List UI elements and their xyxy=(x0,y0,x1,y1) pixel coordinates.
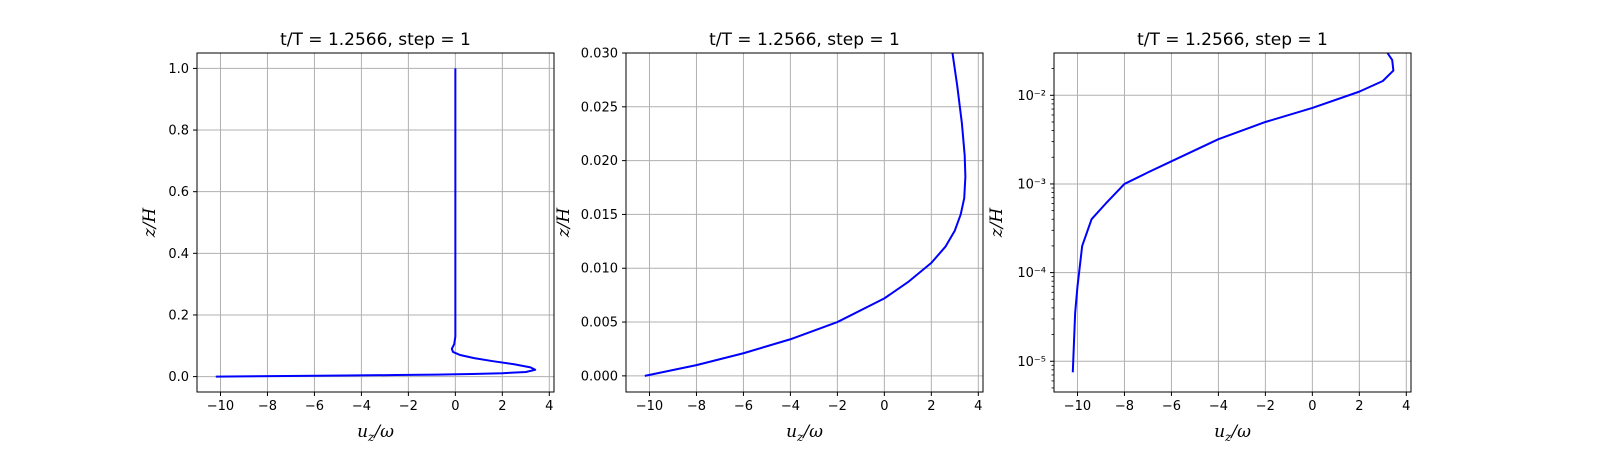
y-tick-label: 1.0 xyxy=(168,62,189,77)
y-tick-label: 0.015 xyxy=(581,208,618,223)
y-axis-label: z/H xyxy=(554,207,574,239)
x-tick-label: −6 xyxy=(1162,399,1181,414)
x-tick-label: −10 xyxy=(207,399,234,414)
x-tick-label: 2 xyxy=(927,399,935,414)
x-tick-label: 0 xyxy=(451,399,459,414)
axes-frame xyxy=(196,52,555,393)
y-axis-label: z/H xyxy=(140,207,160,239)
y-tick-label: 10⁻⁴ xyxy=(1017,266,1046,281)
x-tick-label: 0 xyxy=(880,399,888,414)
x-axis-label: uz/ω xyxy=(357,422,394,444)
x-tick-label: −2 xyxy=(828,399,847,414)
y-tick-label: 10⁻⁵ xyxy=(1017,355,1046,370)
y-tick-label: 0.010 xyxy=(581,262,618,277)
x-tick-label: 4 xyxy=(974,399,982,414)
x-axis-label: uz/ω xyxy=(1214,422,1251,444)
subplot-3: −10 −8 −6 −4 −2 0 2 4 10⁻⁵ 10⁻⁴ 10⁻³ 10⁻² t/T = 1.25… xyxy=(987,30,1412,444)
y-tick-label: 0.025 xyxy=(581,100,618,115)
x-tick-label: −8 xyxy=(1115,399,1134,414)
subplot-1: −10 −8 −6 −4 −2 0 2 4 0.0 0.2 0.4 0.6 0.8 1.0 t/T = 1.… xyxy=(140,30,555,444)
data-line-series-1 xyxy=(1071,52,1395,373)
y-tick-label: 10⁻² xyxy=(1017,89,1046,104)
x-tick-label: −4 xyxy=(1209,399,1228,414)
data-line-series-1 xyxy=(644,52,967,377)
x-tick-label: −2 xyxy=(1256,399,1275,414)
x-tick-label: −4 xyxy=(781,399,800,414)
axes-frame xyxy=(625,52,984,393)
x-tick-label: 2 xyxy=(498,399,506,414)
y-tick-label: 0.005 xyxy=(581,316,618,331)
x-tick-label: −8 xyxy=(258,399,277,414)
x-tick-label: −6 xyxy=(305,399,324,414)
y-tick-label: 0.020 xyxy=(581,154,618,169)
x-tick-label: −6 xyxy=(734,399,753,414)
chart-title: t/T = 1.2566, step = 1 xyxy=(709,30,900,50)
subplot-2: −10 −8 −6 −4 −2 0 2 4 0.000 0.005 0.010 0.015 0.020 0… xyxy=(554,30,984,444)
x-tick-label: −4 xyxy=(352,399,371,414)
y-tick-label: 0.8 xyxy=(168,124,189,139)
x-tick-label: 2 xyxy=(1355,399,1363,414)
y-tick-label: 0.4 xyxy=(168,247,189,262)
x-tick-label: −10 xyxy=(1064,399,1091,414)
x-tick-label: −8 xyxy=(687,399,706,414)
chart-title: t/T = 1.2566, step = 1 xyxy=(280,30,471,50)
x-tick-label: −10 xyxy=(636,399,663,414)
chart-title: t/T = 1.2566, step = 1 xyxy=(1137,30,1328,50)
y-tick-label: 0.0 xyxy=(168,370,189,385)
y-axis-label: z/H xyxy=(987,207,1007,239)
x-tick-label: 4 xyxy=(1402,399,1410,414)
data-line-series-1 xyxy=(215,68,537,378)
axes-frame xyxy=(1053,52,1412,393)
y-tick-label: 0.2 xyxy=(168,308,189,323)
x-tick-label: 4 xyxy=(545,399,553,414)
y-tick-label: 0.6 xyxy=(168,185,189,200)
x-tick-label: −2 xyxy=(399,399,418,414)
x-tick-label: 0 xyxy=(1308,399,1316,414)
y-tick-label: 10⁻³ xyxy=(1017,177,1046,192)
y-tick-label: 0.000 xyxy=(581,369,618,384)
x-axis-label: uz/ω xyxy=(786,422,823,444)
y-tick-label: 0.030 xyxy=(581,47,618,62)
